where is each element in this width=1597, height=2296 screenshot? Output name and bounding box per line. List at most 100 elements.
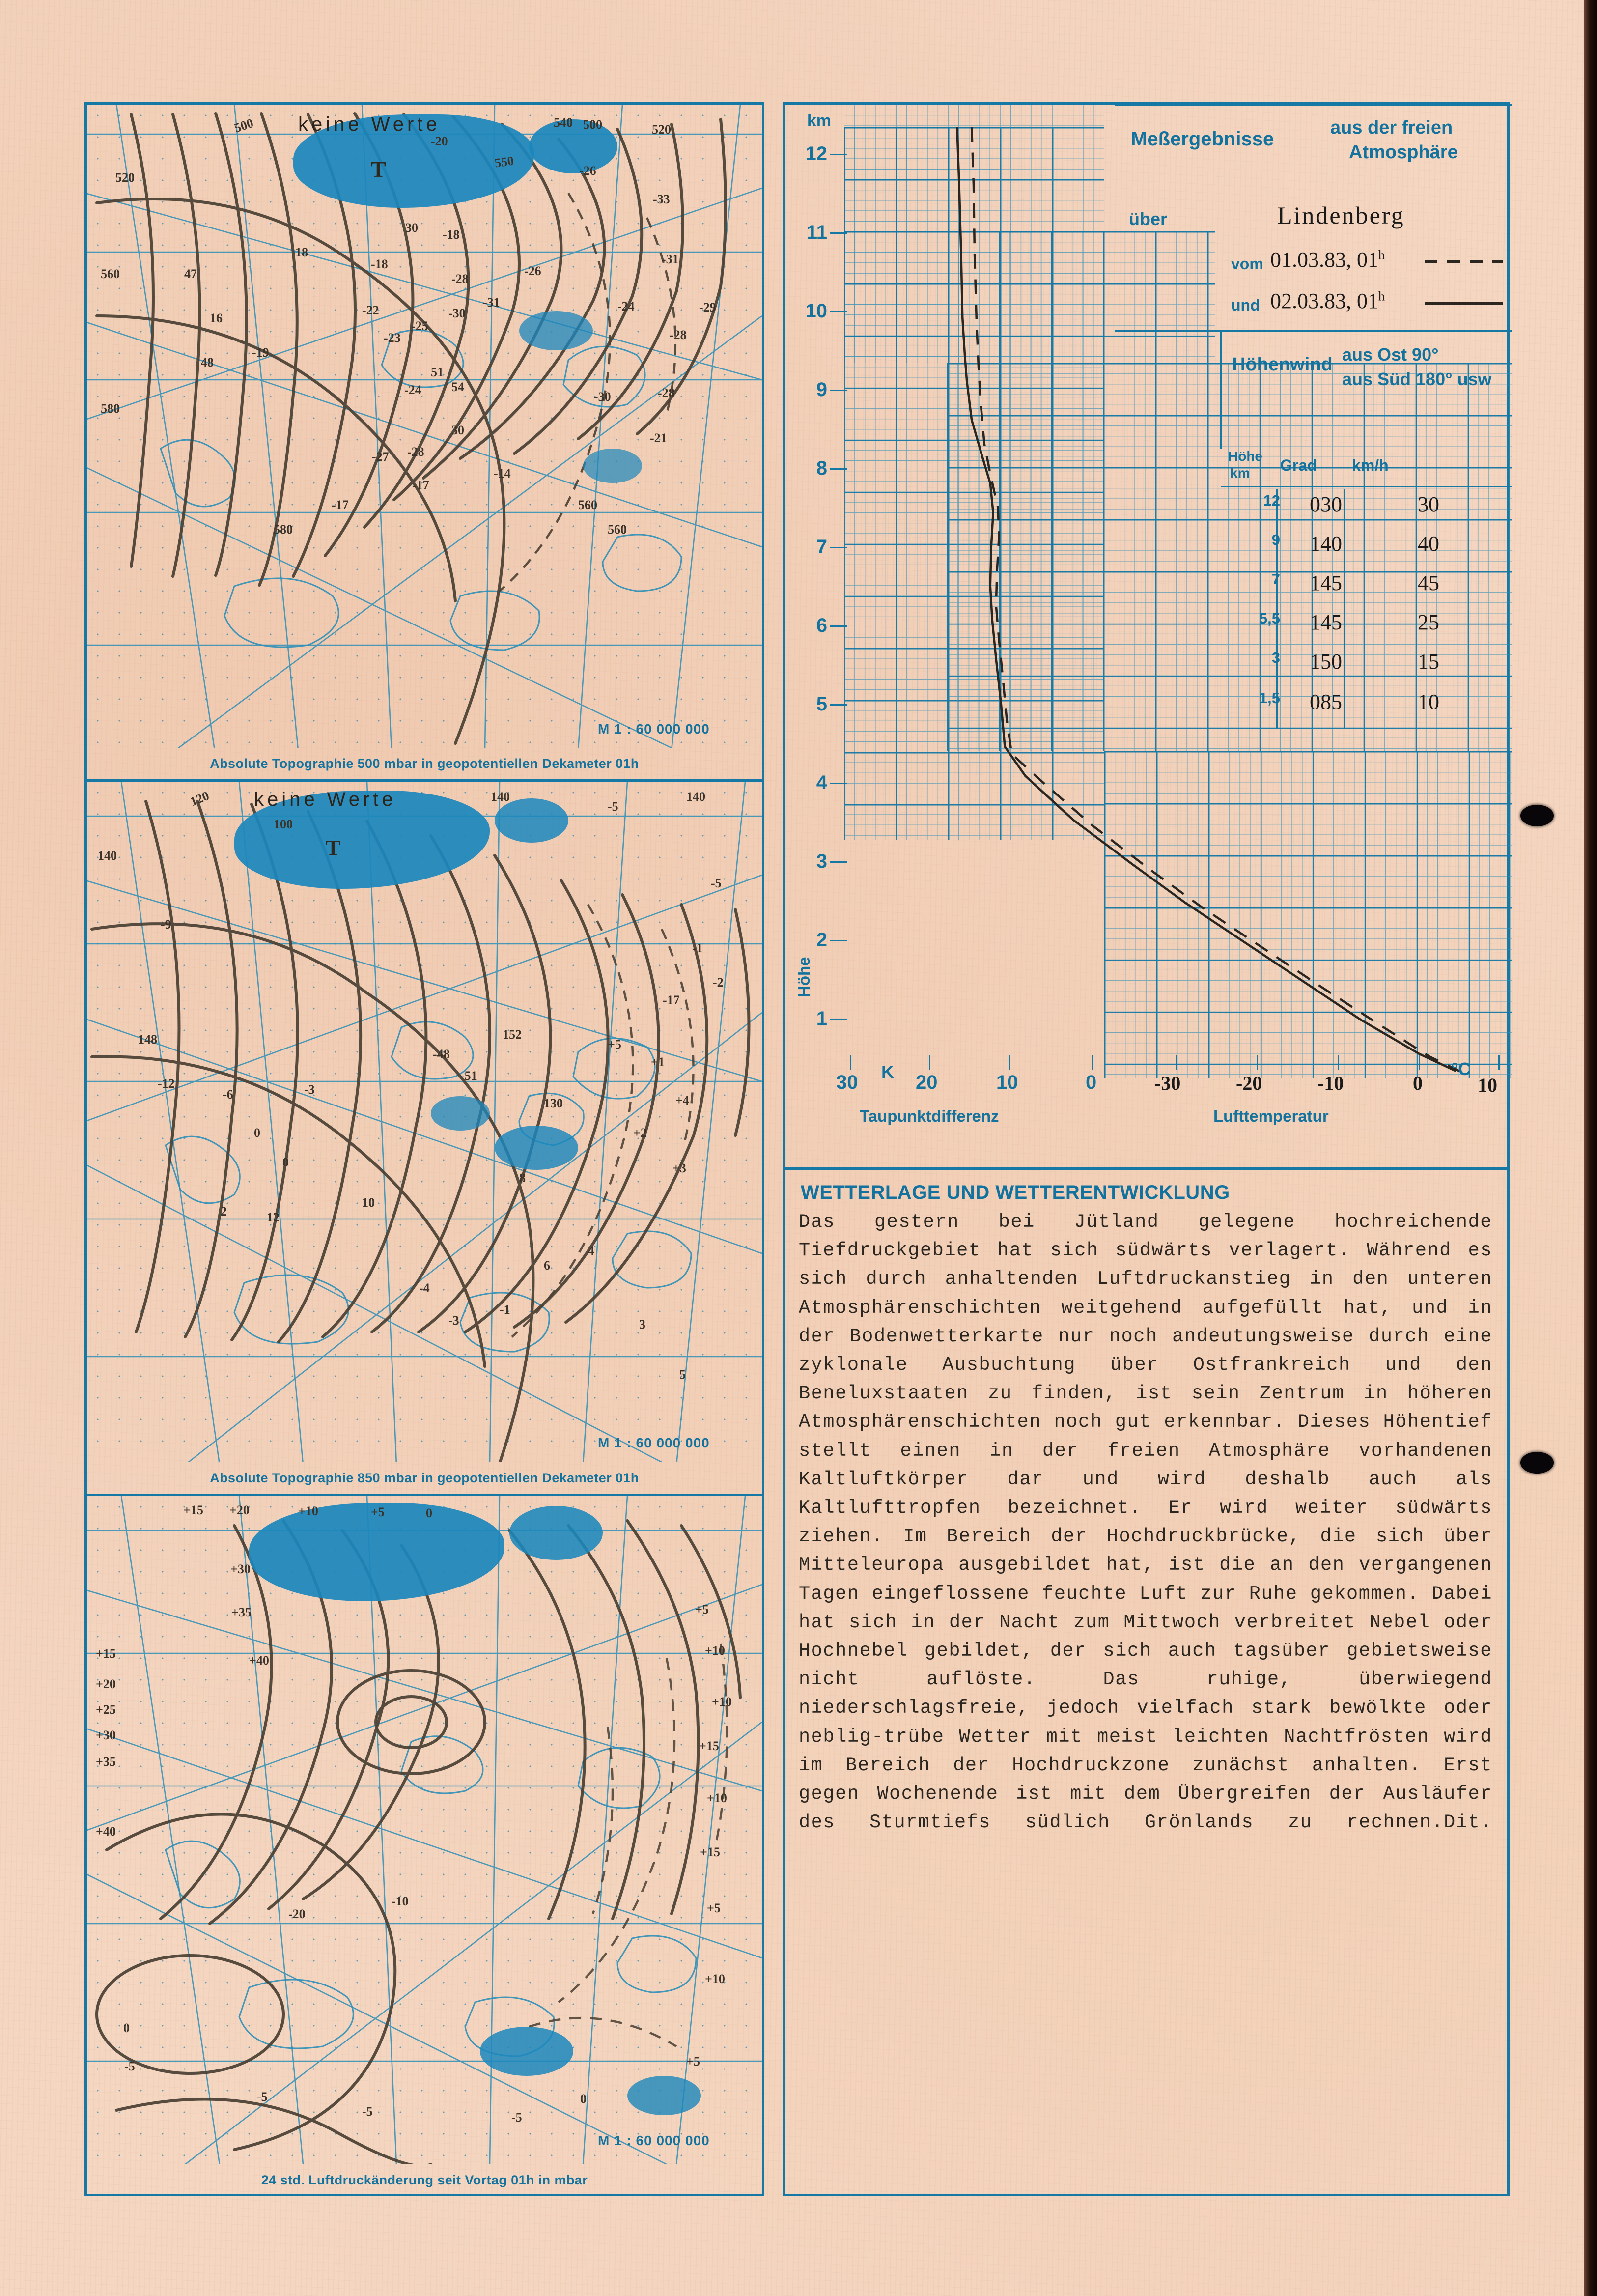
- x-tick-label: 10: [996, 1072, 1018, 1093]
- legend-wind-title: Höhenwind: [1232, 354, 1333, 375]
- contour-label: -5: [124, 2059, 135, 2073]
- hole-punch-top: [1520, 805, 1554, 826]
- legend-and-date: 02.03.83, 01h: [1270, 288, 1385, 313]
- contour-label: +10: [705, 1972, 725, 1986]
- contour-label: -28: [658, 386, 675, 400]
- map-500-scale: M 1 : 60 000 000: [598, 721, 710, 737]
- x-tick-label: 20: [916, 1072, 938, 1093]
- y-tick-label: 12: [805, 143, 828, 165]
- contour-label: -51: [460, 1069, 477, 1083]
- wind-speed: 10: [1418, 690, 1439, 714]
- y-tick-label: 4: [816, 772, 827, 794]
- contour-label: +4: [675, 1093, 689, 1107]
- map-850-scale: M 1 : 60 000 000: [598, 1435, 710, 1450]
- y-tick-label: 2: [816, 929, 827, 951]
- contour-label: -48: [433, 1047, 450, 1061]
- sea-shading-baltic: [519, 311, 593, 350]
- legend-dash-sample: [1425, 260, 1503, 305]
- contour-label: -9: [161, 917, 171, 932]
- contour-label: -10: [392, 1894, 409, 1908]
- sounding-chart[interactable]: 12 11 10 9 8 7 6 5 4 3 2 1 km: [785, 104, 1512, 1170]
- wind-direction: 150: [1310, 650, 1342, 674]
- contour-label: 580: [274, 522, 293, 537]
- x-tick-label: 10: [1478, 1074, 1497, 1096]
- contour-label: -5: [362, 2104, 373, 2119]
- contour-label: +5: [707, 1901, 721, 1915]
- wind-speed: 15: [1418, 650, 1439, 674]
- contour-label: +30: [230, 1562, 251, 1576]
- contour-label: 140: [98, 849, 117, 863]
- contour-label: -21: [650, 431, 667, 445]
- contour-label: +10: [298, 1504, 318, 1518]
- contour-label: +40: [249, 1653, 269, 1668]
- map-500mbar[interactable]: keine Werte T 500 520 520 540 500 550 56…: [87, 105, 762, 782]
- x-tick-label: -20: [1236, 1072, 1262, 1094]
- contour-label: 520: [652, 122, 671, 137]
- y-tick-label: 10: [805, 300, 828, 322]
- contour-label: 18: [295, 245, 308, 259]
- contour-label: +5: [371, 1505, 385, 1519]
- sea-shading-baltic: [480, 2027, 573, 2076]
- wind-height: 12: [1263, 492, 1280, 509]
- contour-label: 16: [210, 311, 223, 325]
- map-500-no-data-note: keine Werte: [298, 113, 441, 135]
- contour-label: 140: [686, 790, 705, 804]
- contour-label: +2: [633, 1126, 647, 1140]
- y-tick-label: 6: [816, 615, 827, 636]
- table-row[interactable]: 3 150 15: [1221, 649, 1512, 680]
- sea-shading-atlantic: [627, 2076, 701, 2115]
- contour-label: 5: [679, 1367, 686, 1382]
- y-tick-label: 7: [816, 536, 827, 558]
- contour-label: -30: [594, 390, 611, 404]
- map-850mbar-caption: Absolute Topographie 850 mbar in geopote…: [210, 1470, 639, 1485]
- map-pressure-scale: M 1 : 60 000 000: [598, 2133, 710, 2148]
- wind-height: 7: [1271, 570, 1280, 588]
- y-axis-unit: km: [807, 112, 831, 130]
- contour-label: +30: [96, 1728, 116, 1742]
- wind-speed: 45: [1418, 571, 1439, 595]
- weather-text-panel: WETTERLAGE UND WETTERENTWICKLUNG Das ges…: [785, 1170, 1507, 2196]
- map-pressure-change[interactable]: +15 +20 +10 +5 0 +30 +35 +40 +15 +20 +25…: [87, 1496, 762, 2196]
- contour-label: +40: [96, 1824, 116, 1839]
- contour-label: -1: [692, 941, 703, 955]
- map-850mbar[interactable]: keine Werte T 120 100 140 140 140 148 -5…: [87, 782, 762, 1496]
- contour-label: +20: [229, 1503, 250, 1517]
- contour-label: -12: [158, 1077, 175, 1091]
- x-axis-right-name: Lufttemperatur: [1213, 1107, 1329, 1125]
- contour-label: -6: [223, 1087, 233, 1102]
- contour-label: -28: [670, 328, 687, 342]
- x-axis-left-unit: K: [881, 1062, 894, 1082]
- table-row[interactable]: 7 145 45: [1221, 570, 1512, 602]
- contour-label: 0: [426, 1506, 432, 1520]
- contour-label: 8: [519, 1171, 526, 1185]
- y-tick-label: 5: [816, 693, 827, 715]
- sounding-and-text-column: 12 11 10 9 8 7 6 5 4 3 2 1 km: [783, 102, 1512, 2196]
- x-tick-label: -10: [1317, 1072, 1344, 1094]
- wind-direction: 145: [1310, 610, 1342, 634]
- contour-label: -22: [362, 303, 379, 317]
- wind-table-header-height: Höhe: [1228, 449, 1262, 464]
- contour-label: 560: [608, 522, 627, 537]
- table-row[interactable]: 1,5 085 10: [1221, 689, 1512, 721]
- contour-label: -3: [304, 1082, 315, 1097]
- table-row[interactable]: 5,5 145 25: [1221, 610, 1512, 641]
- contour-label: 550: [494, 153, 515, 170]
- contour-label: -29: [699, 300, 716, 314]
- contour-label: 30: [405, 221, 418, 235]
- scan-edge-shadow: [1584, 0, 1597, 2296]
- contour-label: -28: [451, 272, 469, 286]
- contour-label: 47: [184, 267, 197, 281]
- contour-label: -33: [653, 192, 670, 206]
- contour-label: 500: [583, 117, 602, 132]
- table-row[interactable]: 12 030 30: [1221, 492, 1512, 523]
- contour-label: +15: [699, 1739, 719, 1753]
- wind-data-table[interactable]: Höhe km Grad km/h 12 030 30 9 140 40 7 1…: [1221, 449, 1512, 729]
- contour-label: +5: [608, 1037, 621, 1051]
- weather-text-heading: WETTERLAGE UND WETTERENTWICKLUNG: [801, 1182, 1230, 1203]
- contour-label: -30: [448, 306, 466, 320]
- wind-direction: 145: [1310, 571, 1342, 595]
- contour-label: +3: [672, 1161, 686, 1175]
- wind-table-header-speed: km/h: [1352, 456, 1389, 474]
- x-tick-label: 30: [836, 1072, 858, 1093]
- table-row[interactable]: 9 140 40: [1221, 531, 1512, 563]
